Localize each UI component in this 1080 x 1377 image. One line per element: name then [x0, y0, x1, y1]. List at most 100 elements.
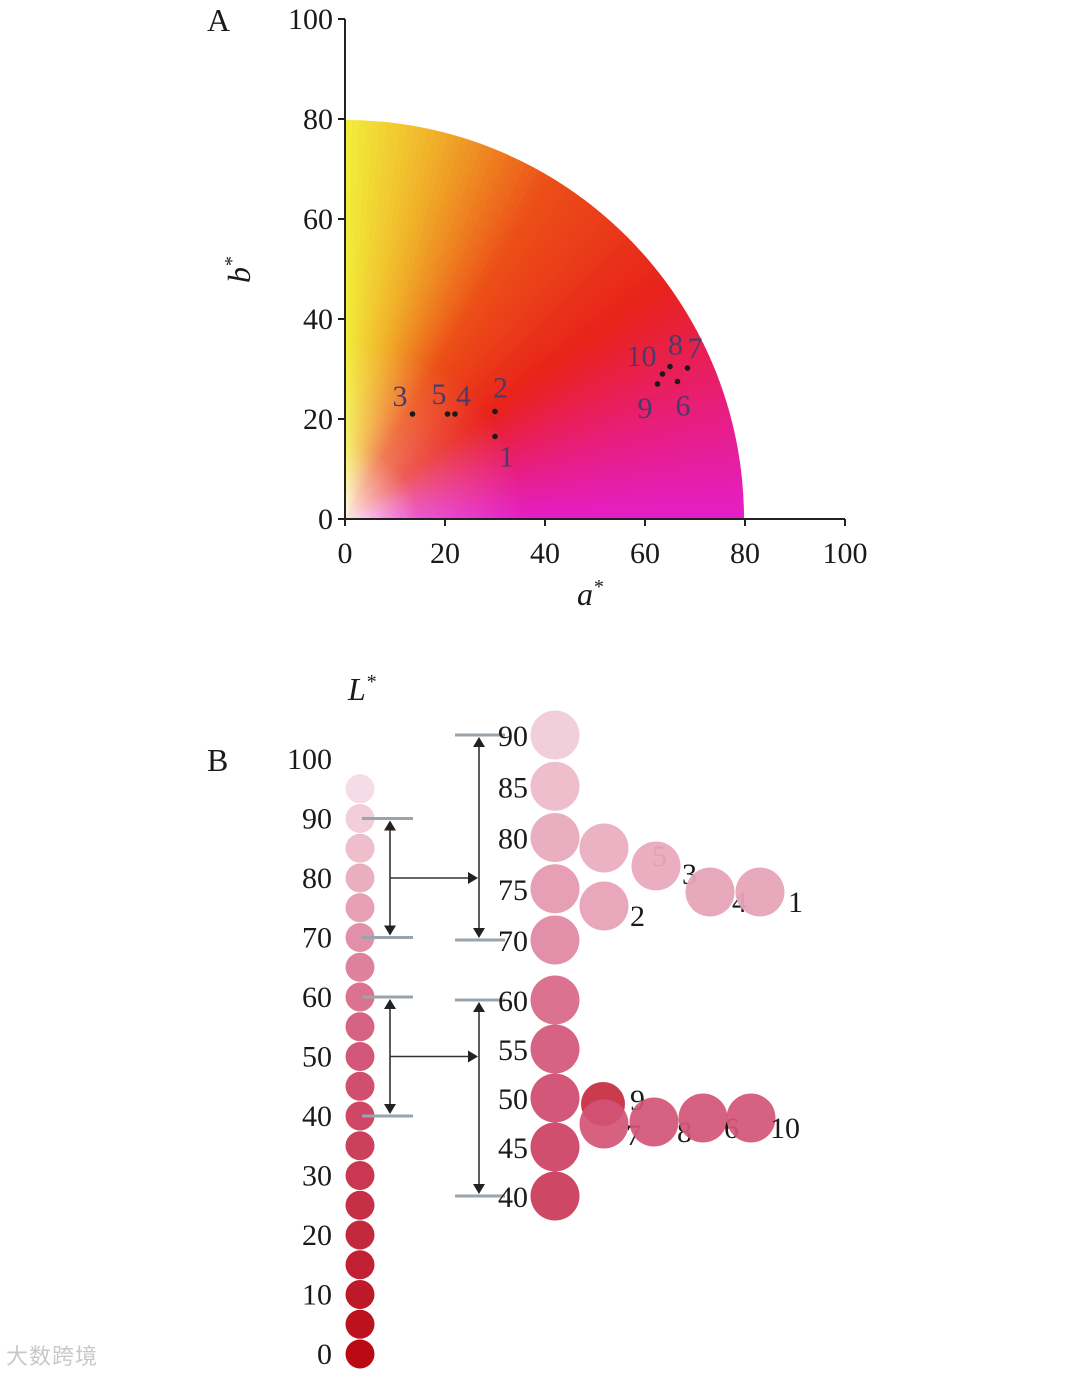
scale-swatch: [345, 1071, 375, 1101]
l-axis-label-text: L: [347, 671, 366, 707]
scale-swatch: [345, 1012, 375, 1042]
color-wedge: [345, 120, 744, 519]
zoom-upper-swatch: [530, 864, 580, 914]
zoom-upper-arrow-up: [473, 737, 485, 747]
scale-swatch: [345, 833, 375, 863]
point-10: [659, 371, 666, 377]
y-axis-label-a-sup: *: [221, 257, 243, 267]
point-8: [667, 363, 673, 370]
scale-swatch: [345, 982, 375, 1012]
scale-tick-label: 60: [302, 981, 332, 1014]
scale-tick-label: 20: [302, 1219, 332, 1252]
x-tick-label-a: 60: [630, 537, 660, 570]
x-tick-label-a: 100: [823, 537, 868, 570]
bracket-upper-link-arrow: [468, 872, 478, 884]
bracket-upper-arrow-up: [384, 820, 396, 831]
y-tick-label-a: 80: [303, 103, 333, 136]
lightness-scale: 0 10 20 30 40 50 60 70 80 90 100: [287, 743, 375, 1371]
zoom-lower-arrow-down: [473, 1184, 485, 1194]
scale-swatch: [345, 1161, 375, 1190]
y-tick-label-a: 60: [303, 203, 333, 236]
scale-swatch: [345, 952, 375, 982]
scale-swatch: [345, 774, 375, 804]
scale-swatch: [345, 863, 375, 893]
scale-tick-label: 0: [317, 1338, 332, 1371]
scale-swatch: [345, 893, 375, 923]
zoom-lower-swatch: [530, 1171, 580, 1221]
point-3: [409, 411, 416, 417]
zoom-upper-swatch: [530, 915, 580, 965]
zoom-lower-tick-label: 60: [498, 985, 528, 1018]
sample-swatch-4: [685, 867, 735, 917]
point-label-3: 3: [393, 380, 408, 413]
wedge-fade: [345, 120, 744, 519]
y-axis-label-a: b*: [221, 257, 257, 283]
point-4: [452, 411, 458, 417]
zoom-lower-tick-label: 40: [498, 1181, 528, 1214]
sample-swatch-10: [726, 1093, 776, 1143]
point-label-2: 2: [493, 372, 508, 405]
zoom-upper-arrow-down: [473, 928, 485, 938]
zoom-lower-swatch: [530, 1024, 580, 1074]
zoom-columns: 70 75 80 85 90 40 45 50 55 60: [498, 710, 580, 1221]
sample-label-10: 10: [770, 1112, 800, 1145]
scale-swatch: [345, 1280, 375, 1309]
scale-swatch: [345, 1042, 375, 1071]
point-6: [674, 378, 681, 385]
zoom-lower-swatch: [530, 975, 580, 1025]
axis-a: 0 20 40 60 80 100 0 20 40 60 80 100: [288, 3, 868, 570]
sample-swatch-6: [678, 1093, 728, 1143]
scale-swatch: [345, 1101, 375, 1131]
point-1: [492, 433, 498, 440]
scale-swatch: [345, 804, 375, 833]
sample-swatch-8: [629, 1097, 679, 1147]
scale-tick-label: 30: [302, 1160, 332, 1193]
point-label-7: 7: [688, 332, 703, 365]
bracket-upper-arrow-down: [384, 925, 396, 936]
sample-label-1: 1: [788, 886, 803, 919]
zoom-lower-tick-label: 55: [498, 1034, 528, 1067]
x-tick-label-a: 20: [430, 537, 460, 570]
y-tick-label-a: 40: [303, 303, 333, 336]
zoom-upper-swatch: [530, 813, 580, 862]
zoom-lower-tick-label: 50: [498, 1083, 528, 1116]
x-tick-label-a: 0: [338, 537, 353, 570]
scale-swatch: [345, 1309, 375, 1339]
zoom-upper-tick-label: 90: [498, 720, 528, 753]
panel-a-letter: A: [207, 2, 230, 38]
point-label-5: 5: [432, 378, 447, 411]
scale-swatch: [345, 923, 375, 952]
scale-tick-label: 100: [287, 743, 332, 776]
sample-swatches: 52341978610: [579, 823, 803, 1152]
scale-swatch: [345, 1250, 375, 1280]
y-axis-label-a-text: b: [221, 267, 257, 283]
sample-swatch-1: [735, 867, 785, 917]
points-a: 1 2 3 45 6 789 10: [393, 329, 703, 474]
l-axis-label-sup: *: [366, 671, 376, 693]
wedge-layer: [345, 120, 744, 519]
zoom-lower-arrow-up: [473, 1002, 485, 1012]
zoom-upper-swatch: [530, 710, 580, 760]
scale-tick-label: 90: [302, 803, 332, 836]
point-2: [492, 408, 498, 415]
scale-swatch: [345, 1339, 375, 1369]
x-tick-label-a: 40: [530, 537, 560, 570]
zoom-upper-swatch: [530, 761, 580, 811]
zoom-upper-tick-label: 80: [498, 823, 528, 856]
point-label-1: 1: [499, 441, 514, 474]
scale-swatch: [345, 1131, 375, 1161]
scale-swatch: [345, 1220, 375, 1250]
y-tick-label-a: 0: [318, 503, 333, 536]
sample-swatch-7: [579, 1099, 629, 1149]
point-5: [444, 411, 451, 417]
panel-b-letter: B: [207, 742, 228, 778]
point-label-6: 6: [676, 390, 691, 423]
bracket-lower-link-arrow: [468, 1050, 478, 1063]
bracket-lower-arrow-up: [384, 999, 396, 1009]
zoom-upper-tick-label: 70: [498, 925, 528, 958]
y-tick-label-a: 100: [288, 3, 333, 36]
point-label-9: 9: [638, 392, 653, 425]
y-tick-label-a: 20: [303, 403, 333, 436]
watermark: 大数跨境: [6, 1345, 99, 1370]
